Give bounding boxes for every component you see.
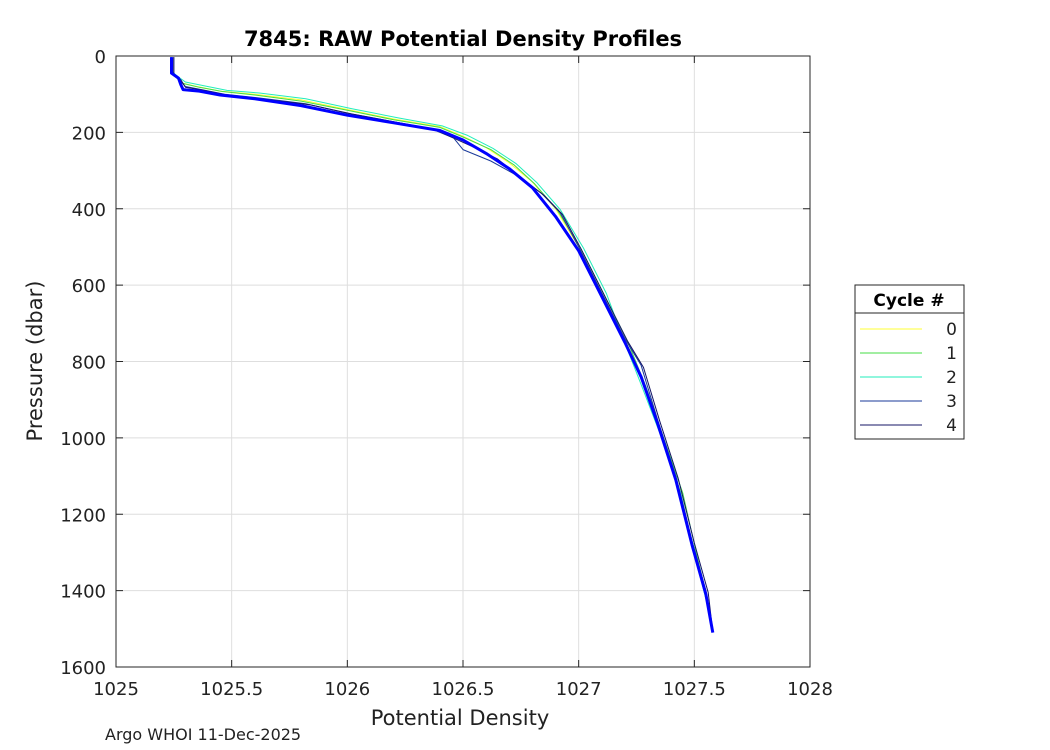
x-tick-label: 1027.5 [663, 679, 726, 700]
axis-ticks: 1025 1025.5 1026 1026.5 1027 1027.5 1028 0 200 40… [60, 47, 833, 700]
y-tick-label: 800 [72, 353, 106, 374]
series-layer [170, 57, 715, 633]
x-tick-label: 1026 [324, 679, 370, 700]
series-line-highlight [170, 57, 715, 633]
legend-label-cycle-0: 0 [946, 320, 957, 340]
series-line-cycle-2 [171, 57, 707, 600]
series-line-cycle-1 [171, 57, 709, 603]
legend-box [854, 284, 965, 440]
footer-credit: Argo WHOI 11-Dec-2025 [105, 725, 302, 744]
legend-label-cycle-2: 2 [946, 368, 957, 388]
x-tick-label: 1025 [93, 679, 139, 700]
legend-items: 0 1 2 3 4 [860, 320, 957, 436]
legend: Cycle # 0 1 2 3 4 [854, 284, 965, 440]
y-tick-label: 0 [95, 47, 106, 68]
series-line-cycle-0 [171, 57, 707, 599]
y-tick-label: 1600 [60, 658, 106, 679]
series-line-cycle-4 [173, 57, 714, 632]
y-tick-label: 600 [72, 276, 106, 297]
series-line-cycle-3 [173, 57, 714, 631]
x-tick-label: 1026.5 [432, 679, 495, 700]
x-tick-label: 1027 [556, 679, 602, 700]
y-tick-label: 200 [72, 123, 106, 144]
grid-lines [115, 55, 811, 668]
legend-label-cycle-3: 3 [946, 392, 957, 412]
y-tick-label: 400 [72, 200, 106, 221]
x-tick-label: 1028 [787, 679, 833, 700]
y-axis-label: Pressure (dbar) [23, 281, 47, 442]
chart-title: 7845: RAW Potential Density Profiles [244, 27, 682, 51]
y-tick-label: 1000 [60, 429, 106, 450]
legend-label-cycle-4: 4 [946, 416, 957, 436]
y-tick-label: 1400 [60, 582, 106, 603]
x-axis-label: Potential Density [371, 706, 550, 730]
legend-label-cycle-1: 1 [946, 344, 957, 364]
y-tick-label: 1200 [60, 505, 106, 526]
x-tick-label: 1025.5 [200, 679, 263, 700]
legend-title: Cycle # [873, 291, 944, 311]
